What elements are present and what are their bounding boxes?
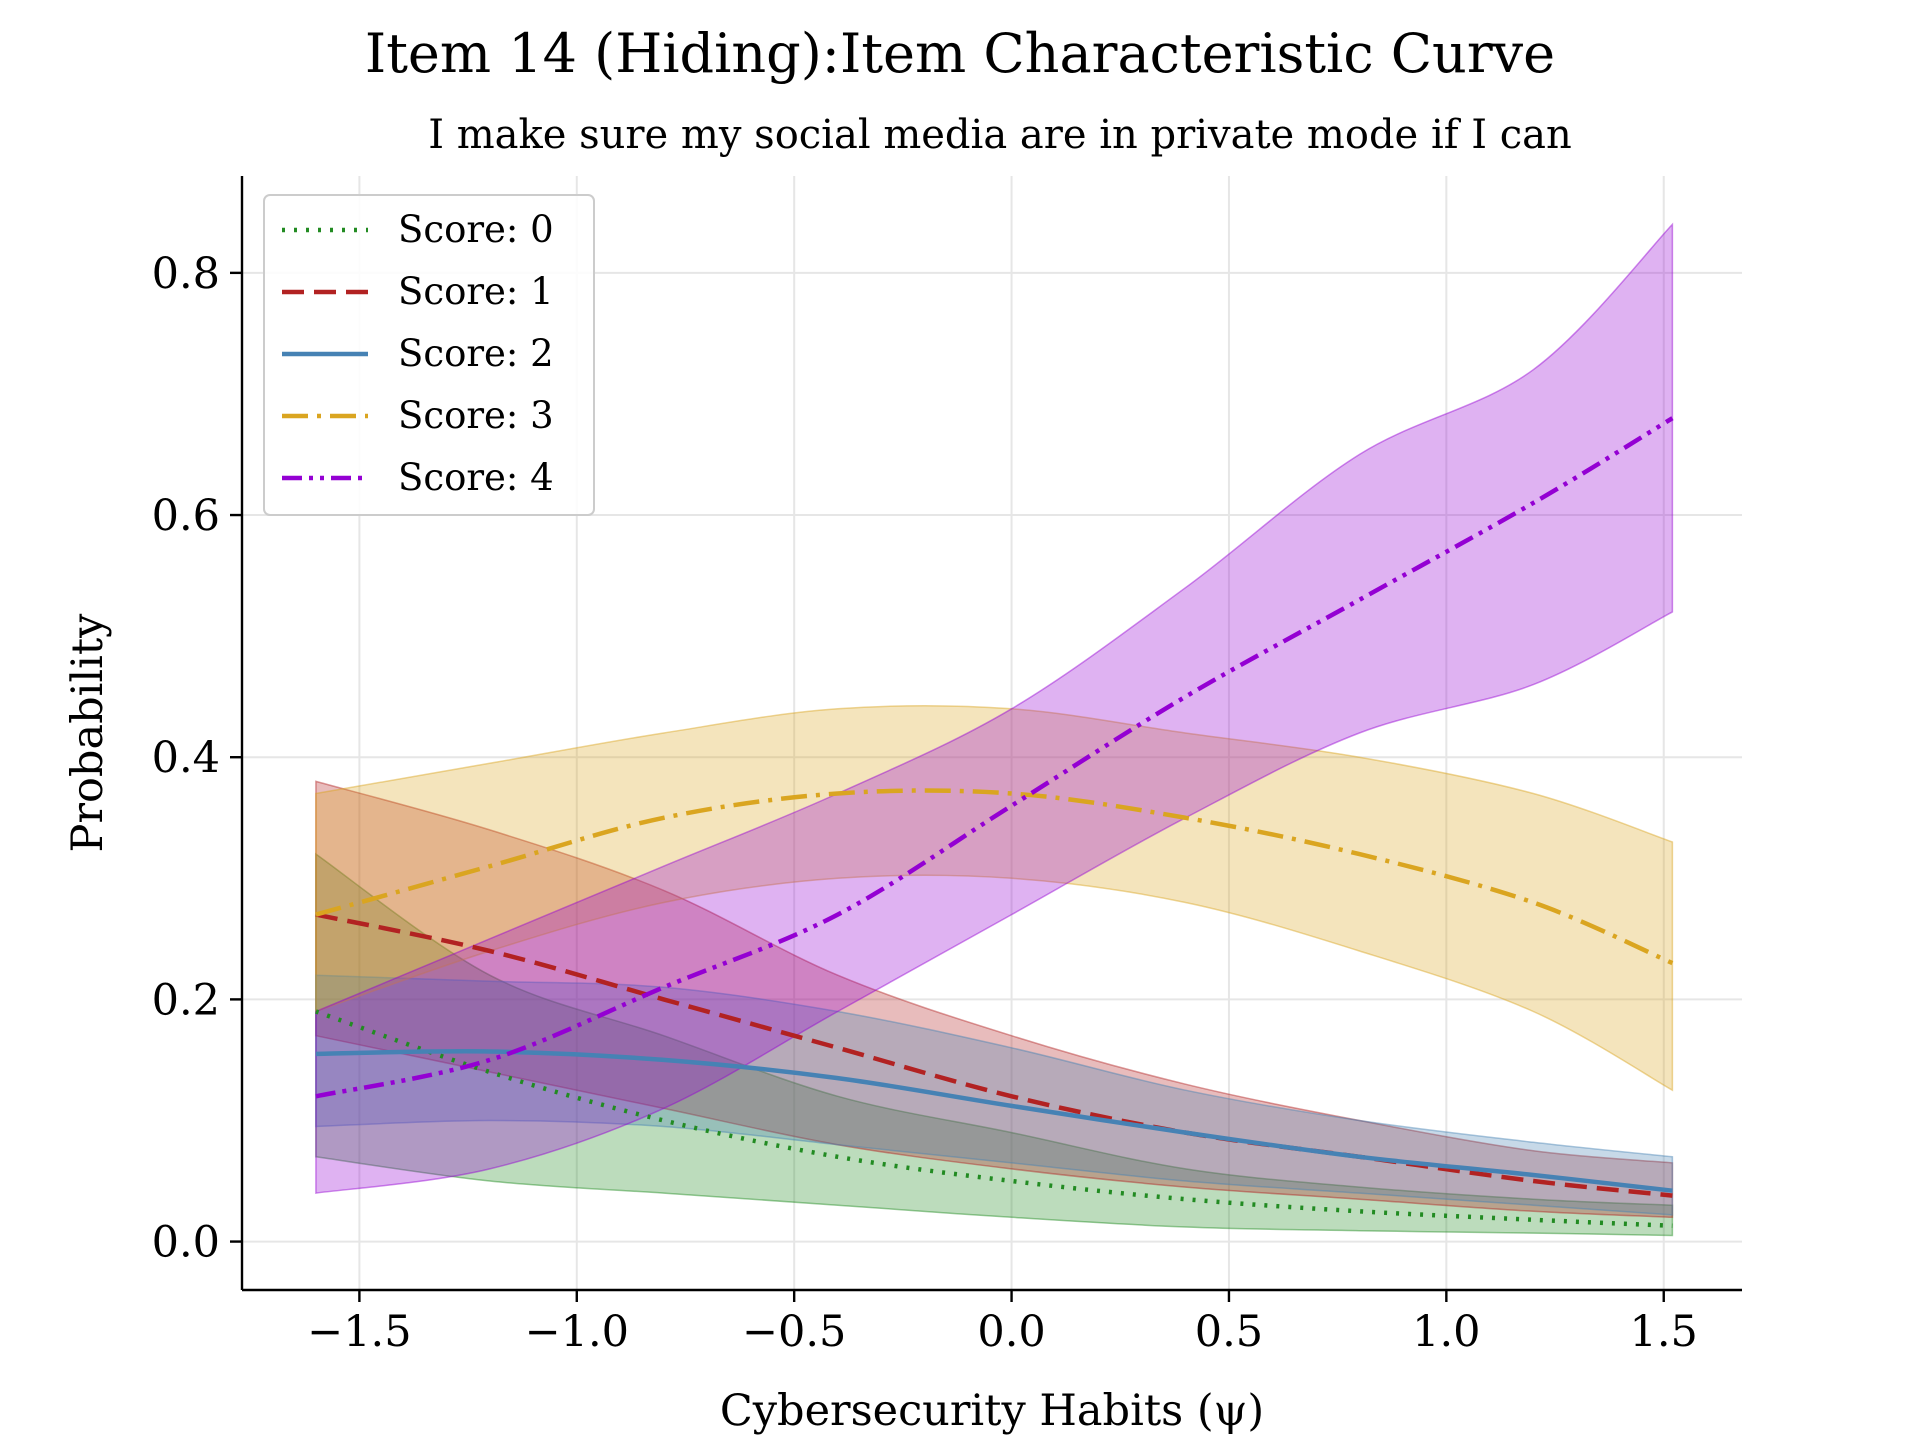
legend-label-score-4: Score: 4 (398, 456, 554, 499)
y-tick-label: 0.4 (152, 733, 220, 783)
chart-subtitle: I make sure my social media are in priva… (428, 112, 1572, 158)
x-tick-label: −1.0 (525, 1307, 629, 1357)
y-axis-ticks: 0.0 0.2 0.4 0.6 0.8 (152, 249, 242, 1268)
axes-spines (240, 176, 1742, 1292)
x-tick-label: 1.5 (1630, 1307, 1698, 1357)
score-3-line (315, 788, 1674, 966)
x-axis-ticks: −1.5 −1.0 −0.5 0.0 0.5 1.0 1.5 (307, 1290, 1698, 1357)
score-3-confidence-band (315, 704, 1674, 1092)
y-tick-label: 0.6 (152, 491, 220, 541)
score-0-confidence-band (315, 852, 1674, 1237)
legend-label-score-0: Score: 0 (398, 208, 554, 251)
x-tick-label: 0.5 (1195, 1307, 1263, 1357)
x-tick-label: 1.0 (1412, 1307, 1480, 1357)
y-tick-label: 0.8 (152, 249, 220, 299)
y-tick-label: 0.2 (152, 975, 220, 1025)
score-4-confidence-band (315, 222, 1674, 1194)
legend-box (263, 194, 595, 516)
x-tick-label: 0.0 (977, 1307, 1045, 1357)
score-1-confidence-band (315, 780, 1674, 1219)
score-1-line (315, 912, 1673, 1198)
legend: Score: 0 Score: 1 Score: 2 Score: 3 Score: 4 (263, 194, 595, 516)
legend-label-score-1: Score: 1 (398, 270, 554, 313)
y-tick-label: 0.0 (152, 1218, 220, 1268)
x-tick-label: −1.5 (307, 1307, 411, 1357)
legend-label-score-2: Score: 2 (398, 332, 554, 375)
x-axis-label: Cybersecurity Habits (ψ) (720, 1386, 1264, 1436)
x-tick-label: −0.5 (742, 1307, 846, 1357)
score-2-line (315, 1049, 1673, 1193)
series-lines (315, 416, 1674, 1229)
y-axis-label: Probability (63, 613, 113, 853)
chart-title: Item 14 (Hiding):Item Characteristic Cur… (365, 22, 1555, 85)
legend-label-score-3: Score: 3 (398, 394, 554, 437)
score-4-line (315, 416, 1674, 1099)
